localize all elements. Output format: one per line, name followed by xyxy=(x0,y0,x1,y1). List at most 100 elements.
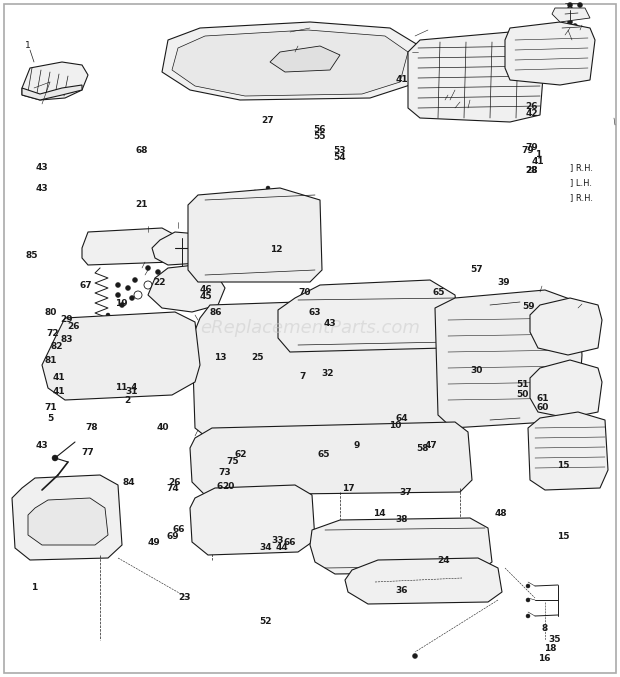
Circle shape xyxy=(357,469,363,475)
Circle shape xyxy=(560,323,570,333)
Circle shape xyxy=(257,342,263,348)
Text: 72: 72 xyxy=(46,328,59,338)
Circle shape xyxy=(179,302,185,308)
Text: 43: 43 xyxy=(324,319,336,328)
Text: 38: 38 xyxy=(396,515,408,525)
Circle shape xyxy=(384,298,408,322)
Text: 27: 27 xyxy=(262,116,274,125)
Circle shape xyxy=(573,10,577,14)
Text: 42: 42 xyxy=(526,109,538,118)
Circle shape xyxy=(560,385,570,395)
Circle shape xyxy=(526,598,530,602)
Text: 37: 37 xyxy=(400,488,412,498)
Circle shape xyxy=(422,375,428,381)
Text: 48: 48 xyxy=(495,508,507,518)
Circle shape xyxy=(317,385,323,391)
Circle shape xyxy=(567,7,573,13)
Circle shape xyxy=(297,57,303,63)
Text: 29: 29 xyxy=(61,315,73,324)
Text: 22: 22 xyxy=(154,278,166,288)
Polygon shape xyxy=(22,85,82,100)
Circle shape xyxy=(243,240,247,244)
Bar xyxy=(320,348,360,364)
Text: ] L.H.: ] L.H. xyxy=(570,179,592,188)
Text: 64: 64 xyxy=(396,414,408,423)
Circle shape xyxy=(237,392,243,398)
Polygon shape xyxy=(28,498,108,545)
Text: 56: 56 xyxy=(313,125,326,135)
Text: 23: 23 xyxy=(179,592,191,602)
Text: 53: 53 xyxy=(334,146,346,155)
Text: 78: 78 xyxy=(86,423,98,433)
Circle shape xyxy=(277,389,283,395)
Text: 81: 81 xyxy=(45,355,57,365)
Circle shape xyxy=(572,24,577,28)
Circle shape xyxy=(146,253,151,257)
Circle shape xyxy=(577,3,583,7)
Text: 20: 20 xyxy=(222,481,234,491)
Text: 17: 17 xyxy=(342,484,355,494)
Text: 62: 62 xyxy=(234,450,247,460)
Circle shape xyxy=(412,653,417,659)
Circle shape xyxy=(237,475,243,481)
Text: 1: 1 xyxy=(25,41,31,51)
Circle shape xyxy=(52,455,58,461)
Text: 36: 36 xyxy=(396,586,408,595)
Circle shape xyxy=(227,452,233,458)
Circle shape xyxy=(397,333,403,339)
Text: 74: 74 xyxy=(166,484,179,494)
Circle shape xyxy=(292,339,298,345)
Text: 86: 86 xyxy=(210,308,222,318)
Text: 47: 47 xyxy=(425,441,437,450)
Polygon shape xyxy=(218,228,252,255)
Circle shape xyxy=(447,539,453,545)
Text: 41: 41 xyxy=(532,156,544,166)
Polygon shape xyxy=(278,280,460,352)
Polygon shape xyxy=(435,290,582,428)
Circle shape xyxy=(558,12,562,16)
Circle shape xyxy=(134,291,142,299)
Circle shape xyxy=(266,186,270,190)
Circle shape xyxy=(526,614,530,618)
Circle shape xyxy=(115,282,120,288)
Polygon shape xyxy=(310,518,492,574)
Text: 51: 51 xyxy=(516,380,528,389)
Text: eReplacementParts.com: eReplacementParts.com xyxy=(200,320,420,337)
Circle shape xyxy=(267,250,273,255)
Circle shape xyxy=(130,295,135,301)
Polygon shape xyxy=(270,46,340,72)
Circle shape xyxy=(427,440,433,446)
Circle shape xyxy=(156,255,161,261)
Circle shape xyxy=(415,577,421,583)
Text: 63: 63 xyxy=(309,308,321,318)
Text: 28: 28 xyxy=(526,166,538,175)
Text: 14: 14 xyxy=(373,508,386,518)
Polygon shape xyxy=(528,412,608,490)
Text: 12: 12 xyxy=(270,244,282,254)
Text: 46: 46 xyxy=(200,285,212,294)
Polygon shape xyxy=(190,422,472,495)
Circle shape xyxy=(144,281,152,289)
Text: 85: 85 xyxy=(26,251,38,261)
Circle shape xyxy=(387,443,393,449)
Circle shape xyxy=(100,340,136,376)
Circle shape xyxy=(372,579,378,585)
Text: 44: 44 xyxy=(276,542,288,552)
Circle shape xyxy=(567,3,572,7)
Text: 30: 30 xyxy=(470,366,482,376)
Text: 39: 39 xyxy=(497,278,510,288)
Circle shape xyxy=(118,244,122,248)
Text: 73: 73 xyxy=(218,468,231,477)
Circle shape xyxy=(526,584,530,588)
Text: 32: 32 xyxy=(321,369,334,378)
Bar xyxy=(370,345,405,359)
Text: 43: 43 xyxy=(36,183,48,193)
Circle shape xyxy=(328,303,352,327)
Circle shape xyxy=(327,337,333,343)
Circle shape xyxy=(158,256,162,260)
Circle shape xyxy=(154,286,162,294)
Text: 43: 43 xyxy=(36,441,48,450)
Text: 2: 2 xyxy=(124,396,130,406)
Text: 35: 35 xyxy=(549,635,561,645)
Text: 4: 4 xyxy=(130,383,136,392)
